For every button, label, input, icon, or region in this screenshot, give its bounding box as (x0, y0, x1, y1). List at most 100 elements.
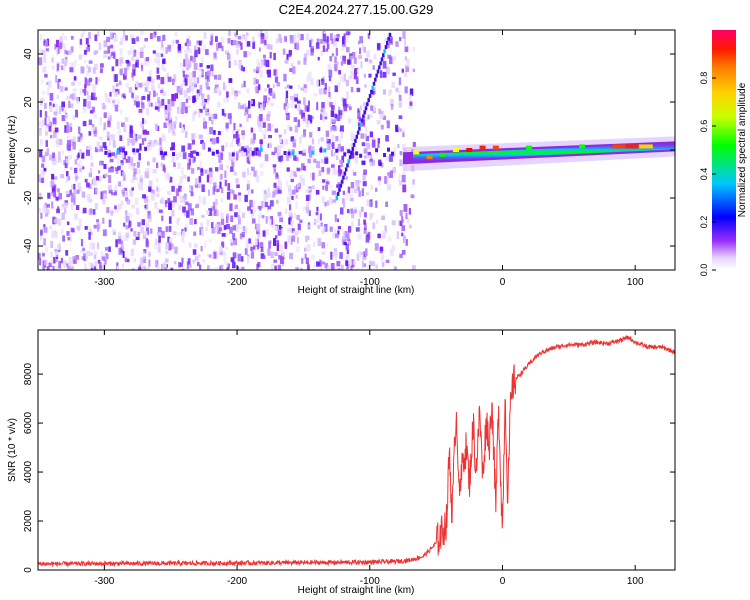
heatmap-cell (69, 262, 74, 269)
heatmap-cell (305, 235, 308, 242)
heatmap-band-cell (108, 152, 112, 157)
heatmap-cell (271, 151, 276, 155)
heatmap-cell (111, 152, 115, 157)
heatmap-band-cell (195, 151, 199, 156)
heatmap-cell (346, 91, 349, 99)
heatmap-cell (362, 173, 366, 181)
heatmap-cell (102, 105, 107, 110)
heatmap-cell (142, 119, 147, 124)
heatmap-cell (61, 228, 64, 235)
heatmap-cell (356, 183, 359, 191)
heatmap-cell (38, 174, 41, 182)
colorbar: 0.00.20.40.60.8 Normalized spectral ampl… (699, 30, 748, 276)
heatmap-cell (142, 256, 147, 263)
heatmap-cell (61, 32, 65, 37)
heatmap-cell (193, 156, 196, 162)
heatmap-cell (221, 218, 225, 226)
heatmap-drift-cell (335, 196, 339, 200)
heatmap-cell (213, 182, 217, 187)
heatmap-cell (81, 152, 85, 159)
heatmap-cell (189, 185, 194, 193)
heatmap-cell (283, 73, 287, 82)
heatmap-cell (269, 88, 272, 96)
heatmap-cell (108, 189, 113, 194)
heatmap-cell (64, 113, 68, 120)
heatmap-cell (345, 260, 349, 266)
snr-x-tick-label: -300 (94, 576, 114, 587)
heatmap-cell (192, 113, 195, 122)
heatmap-cell (58, 106, 62, 114)
heatmap-cell (195, 178, 198, 186)
heatmap-cell (88, 77, 93, 82)
heatmap-cell (88, 131, 92, 136)
heatmap-cell (340, 160, 344, 167)
heatmap-cell (148, 91, 151, 95)
heatmap-cell (147, 100, 151, 108)
heatmap-cell (395, 87, 399, 92)
heatmap-cell (100, 251, 104, 259)
heatmap-cell (115, 83, 119, 87)
heatmap-cell (58, 260, 62, 269)
heatmap-cell (323, 88, 327, 95)
heatmap-cell (274, 147, 278, 154)
heatmap-cell (162, 34, 166, 41)
heatmap-cell (246, 116, 249, 122)
heatmap-cell (399, 220, 403, 226)
heatmap-cell (333, 100, 336, 105)
heatmap-cell (346, 250, 349, 254)
heatmap-cell (193, 243, 198, 248)
heatmap-cell (126, 258, 130, 263)
snr-x-tick-label: 0 (500, 576, 506, 587)
heatmap-cell (183, 212, 186, 217)
heatmap-cell (191, 139, 195, 145)
heatmap-band-cell (104, 150, 108, 155)
heatmap-cell (86, 95, 91, 100)
heatmap-cell (356, 87, 361, 93)
heatmap-cell (262, 103, 266, 111)
heatmap-cell (56, 63, 60, 71)
heatmap-cell (112, 140, 116, 148)
heatmap-cell (171, 243, 174, 250)
heatmap-cell (353, 57, 357, 64)
heatmap-cell (155, 92, 158, 97)
heatmap-cell (245, 239, 249, 247)
heatmap-cell (384, 38, 388, 43)
heatmap-cell (367, 265, 371, 270)
heatmap-cell (66, 221, 70, 225)
heatmap-cell (105, 253, 109, 260)
heatmap-cell (154, 123, 158, 131)
heatmap-cell (156, 186, 159, 192)
heatmap-cell (290, 62, 294, 66)
heatmap-cell (334, 214, 337, 222)
heatmap-cell (121, 171, 126, 178)
heatmap-cell (399, 253, 403, 259)
heatmap-cell (207, 94, 210, 101)
heatmap-cell (233, 238, 238, 245)
heatmap-cell (264, 150, 267, 155)
heatmap-cell (370, 185, 373, 190)
heatmap-cell (226, 261, 229, 268)
heatmap-cell (272, 191, 276, 198)
heatmap-cell (385, 135, 389, 142)
heatmap-cell (194, 184, 198, 188)
heatmap-cell (387, 172, 391, 179)
heatmap-cell (376, 219, 379, 224)
heatmap-cell (114, 91, 118, 97)
heatmap-cell (296, 215, 300, 220)
heatmap-cell (296, 40, 300, 45)
heatmap-cell (241, 266, 245, 270)
heatmap-cell (307, 114, 311, 121)
heatmap-cell (84, 49, 87, 55)
heatmap-cell (350, 221, 354, 228)
heatmap-cell (296, 246, 300, 253)
heatmap-cell (176, 85, 181, 93)
heatmap-cell (57, 218, 62, 226)
heatmap-cell (194, 49, 198, 58)
heatmap-cell (347, 161, 351, 168)
heatmap-cell (210, 64, 214, 72)
heatmap-cell (198, 108, 203, 113)
heatmap-cell (106, 131, 110, 139)
heatmap-cell (73, 193, 76, 198)
heatmap-cell (192, 150, 197, 154)
heatmap-cell (92, 124, 95, 128)
